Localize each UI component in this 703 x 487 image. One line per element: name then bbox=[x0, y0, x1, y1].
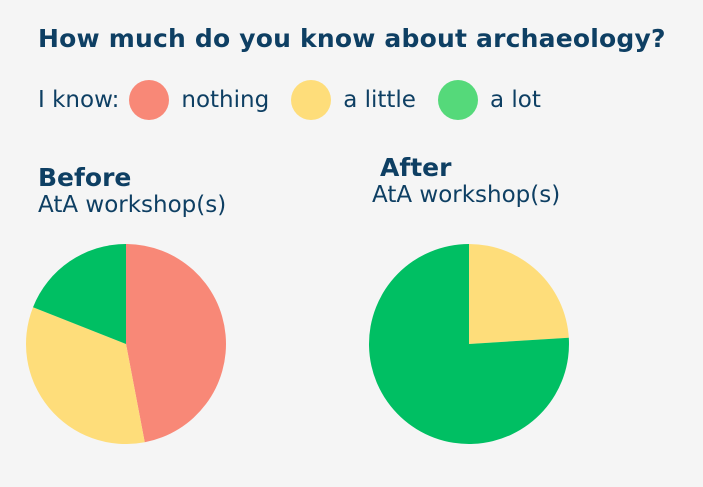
pie-slice-before-a-lot bbox=[33, 244, 126, 344]
pie-subtitle-before: AtA workshop(s) bbox=[38, 192, 227, 218]
pie-heading-before: Before AtA workshop(s) bbox=[38, 163, 227, 219]
legend: I know: nothing a little a lot bbox=[38, 80, 563, 120]
chart-title: How much do you know about archaeology? bbox=[38, 24, 666, 53]
pie-slice-before-a-little bbox=[25, 307, 145, 444]
pie-slice-after-a-lot bbox=[369, 244, 569, 444]
legend-swatch-a-lot bbox=[437, 80, 478, 120]
pie-slice-after-a-little bbox=[469, 244, 569, 344]
pie-chart-before bbox=[25, 244, 227, 444]
pie-chart-after bbox=[369, 244, 569, 444]
legend-entry-a-little: a little bbox=[291, 80, 420, 120]
pie-subtitle-after: AtA workshop(s) bbox=[372, 182, 561, 208]
pie-title-after: After bbox=[380, 153, 452, 182]
pie-slice-before-nothing bbox=[126, 244, 227, 443]
pie-title-before: Before bbox=[38, 163, 132, 192]
legend-swatch-a-little bbox=[291, 80, 332, 120]
legend-prefix: I know: bbox=[38, 87, 120, 113]
legend-label-nothing: nothing bbox=[181, 87, 270, 113]
pie-heading-after: After AtA workshop(s) bbox=[372, 153, 561, 209]
legend-entry-a-lot: a lot bbox=[437, 80, 545, 120]
legend-label-a-little: a little bbox=[343, 87, 416, 113]
legend-swatch-nothing bbox=[129, 80, 170, 120]
legend-entry-nothing: nothing bbox=[129, 80, 273, 120]
legend-label-a-lot: a lot bbox=[489, 87, 541, 113]
